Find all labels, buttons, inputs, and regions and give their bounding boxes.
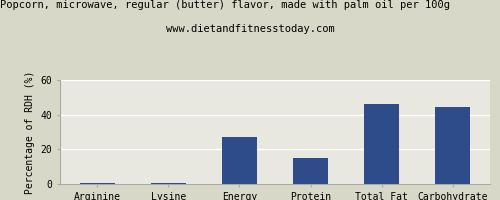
Bar xyxy=(293,158,328,184)
Text: www.dietandfitnesstoday.com: www.dietandfitnesstoday.com xyxy=(166,24,334,34)
Bar xyxy=(80,183,115,184)
Bar xyxy=(364,104,400,184)
Bar xyxy=(222,137,257,184)
Bar xyxy=(435,107,470,184)
Y-axis label: Percentage of RDH (%): Percentage of RDH (%) xyxy=(25,70,35,194)
Text: Popcorn, microwave, regular (butter) flavor, made with palm oil per 100g: Popcorn, microwave, regular (butter) fla… xyxy=(0,0,450,10)
Bar xyxy=(150,183,186,184)
